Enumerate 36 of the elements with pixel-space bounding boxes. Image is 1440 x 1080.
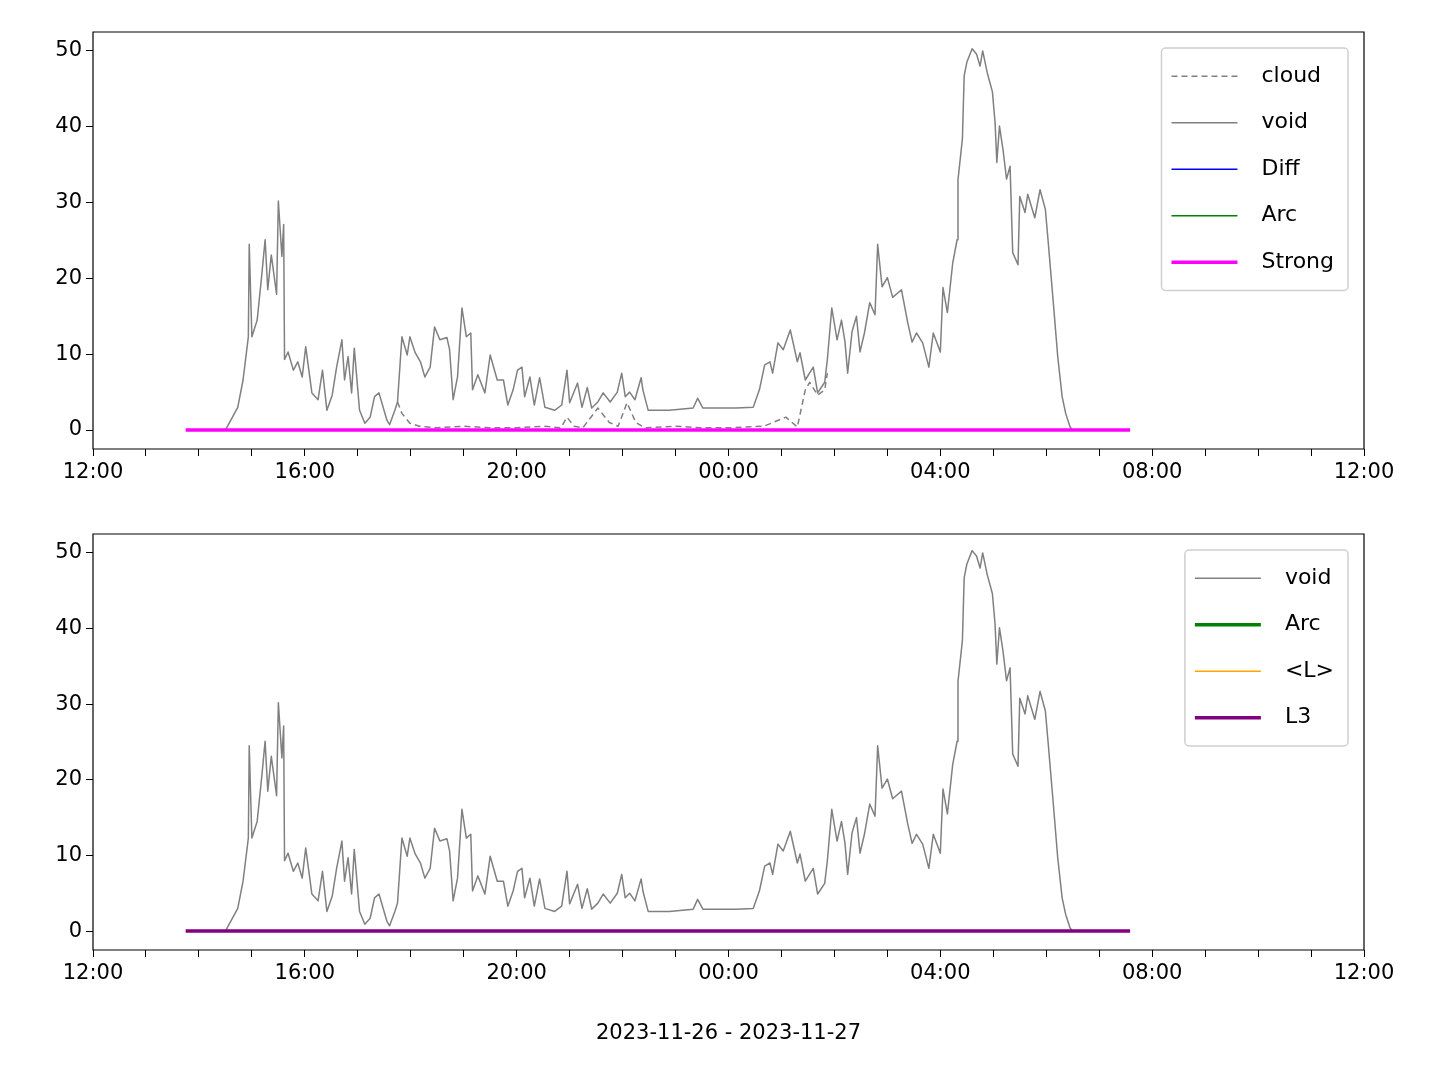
legend-label: Strong bbox=[1261, 247, 1335, 273]
x-tick-label: 00:00 bbox=[698, 459, 759, 484]
legend-label: L3 bbox=[1284, 703, 1312, 729]
x-tick-label: 08:00 bbox=[1121, 960, 1183, 985]
x-tick-label: 12:00 bbox=[62, 459, 124, 484]
x-tick-label: 00:00 bbox=[698, 960, 759, 985]
y-tick-label: 20 bbox=[55, 766, 82, 791]
y-tick-label: 50 bbox=[55, 539, 82, 564]
x-tick-label: 12:00 bbox=[1333, 960, 1395, 985]
y-tick-label: 20 bbox=[55, 264, 82, 289]
legend-label: Arc bbox=[1284, 610, 1321, 636]
legend-label: void bbox=[1261, 108, 1309, 134]
x-tick-label: 04:00 bbox=[910, 960, 971, 985]
y-tick-label: 10 bbox=[55, 340, 82, 365]
y-tick-label: 30 bbox=[55, 189, 82, 214]
legend-label: Diff bbox=[1261, 154, 1301, 180]
legend-label: Arc bbox=[1261, 201, 1298, 227]
y-tick-label: 40 bbox=[55, 615, 82, 639]
x-tick-label: 04:00 bbox=[910, 459, 971, 484]
x-tick-label: 12:00 bbox=[1333, 459, 1395, 484]
x-tick-label: 20:00 bbox=[486, 960, 547, 985]
legend-label: <L> bbox=[1284, 656, 1334, 682]
x-tick-label: 12:00 bbox=[62, 960, 124, 985]
y-tick-label: 40 bbox=[55, 113, 82, 138]
x-tick-label: 20:00 bbox=[486, 459, 547, 484]
y-tick-label: 0 bbox=[68, 416, 82, 441]
y-tick-label: 30 bbox=[55, 690, 82, 715]
y-tick-label: 10 bbox=[55, 841, 82, 866]
legend-label: cloud bbox=[1261, 61, 1322, 87]
x-axis-title: 2023-11-26 - 2023-11-27 bbox=[595, 1019, 862, 1044]
legend-label: void bbox=[1284, 563, 1332, 589]
x-tick-label: 16:00 bbox=[274, 960, 336, 985]
y-tick-label: 0 bbox=[68, 917, 82, 942]
x-tick-label: 16:00 bbox=[274, 459, 336, 484]
y-tick-label: 50 bbox=[55, 37, 82, 62]
x-tick-label: 08:00 bbox=[1121, 459, 1183, 484]
